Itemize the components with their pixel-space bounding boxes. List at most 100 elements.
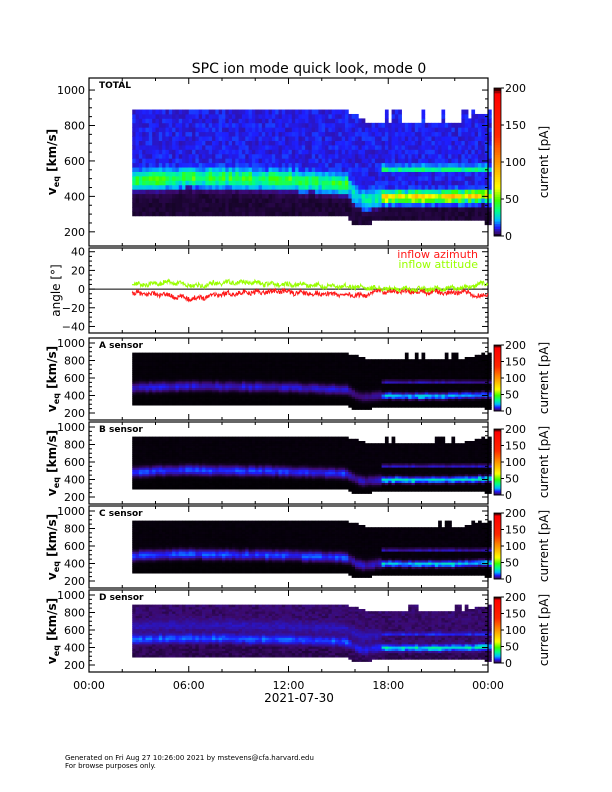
heatmap-cell [484,215,489,221]
heatmap-cell [328,383,333,386]
heatmap-cell [444,398,449,402]
heatmap-cell [374,162,379,168]
heatmap-cell [281,402,286,406]
heatmap-cell [142,189,146,195]
heatmap-cell [371,385,376,389]
heatmap-cell [238,356,243,360]
heatmap-cell [202,189,206,195]
heatmap-cell [222,207,226,212]
heatmap-cell [245,122,249,128]
heatmap-cell [378,400,382,404]
heatmap-cell [295,202,299,208]
heatmap-cell [351,144,356,150]
heatmap-cell [421,215,426,221]
heatmap-cell [158,354,163,358]
heatmap-cell [315,162,319,168]
heatmap-cell [378,144,382,150]
heatmap-cell [222,167,226,172]
heatmap-cell [351,387,356,391]
heatmap-cell [364,402,369,406]
heatmap-cell [351,376,356,380]
heatmap-cell [135,122,140,128]
heatmap-cell [401,376,406,380]
heatmap-cell [145,387,150,391]
heatmap-cell [478,180,482,186]
heatmap-cell [135,184,140,190]
heatmap-cell [248,376,253,380]
heatmap-cell [288,372,293,375]
heatmap-cell [335,127,339,133]
heatmap-cell [341,398,346,402]
heatmap-cell [182,140,186,146]
heatmap-cell [288,394,293,397]
heatmap-cell [338,363,343,367]
heatmap-cell [202,113,206,119]
heatmap-cell [368,136,373,141]
heatmap-cell [291,394,296,397]
heatmap-cell [361,394,366,397]
heatmap-cell [165,363,170,367]
heatmap-cell [155,365,160,369]
heatmap-cell [261,202,266,208]
heatmap-cell [172,158,176,164]
heatmap-cell [278,372,283,375]
heatmap-cell [261,131,266,137]
heatmap-cell [345,118,349,124]
heatmap-cell [341,400,346,404]
heatmap-cell [192,153,196,159]
heatmap-cell [241,158,246,164]
heatmap-cell [358,367,363,371]
heatmap-cell [168,180,173,186]
heatmap-cell [142,118,146,124]
heatmap-cell [315,136,319,141]
heatmap-cell [142,109,146,115]
heatmap-cell [248,370,253,373]
heatmap-cell [431,372,436,375]
heatmap-cell [438,370,442,373]
heatmap-cell [448,131,452,137]
heatmap-cell [192,180,196,186]
heatmap-cell [271,144,276,150]
heatmap-cell [165,162,170,168]
heatmap-cell [235,374,240,378]
heatmap-cell [255,140,259,146]
heatmap-cell [215,398,220,402]
heatmap-cell [288,392,293,395]
heatmap-cell [238,211,243,217]
heatmap-cell [394,176,399,181]
heatmap-cell [438,122,442,128]
heatmap-cell [222,198,226,203]
heatmap-cell [215,385,220,389]
heatmap-cell [138,374,143,378]
heatmap-cell [228,381,233,384]
heatmap-cell [321,381,326,384]
heatmap-cell [421,356,426,360]
heatmap-cell [228,398,233,402]
heatmap-cell [248,402,253,406]
heatmap-cell [158,361,163,364]
heatmap-cell [251,118,256,124]
heatmap-cell [424,189,429,195]
heatmap-cell [285,400,289,404]
heatmap-cell [325,396,329,399]
heatmap-cell [355,202,359,208]
heatmap-cell [428,211,432,217]
colorbar-segment [494,181,501,185]
heatmap-cell [172,387,176,391]
heatmap-cell [138,149,143,155]
heatmap-cell [348,367,353,371]
heatmap-cell [398,149,402,155]
heatmap-cell [162,402,166,406]
heatmap-cell [301,400,306,404]
heatmap-cell [145,378,150,382]
heatmap-cell [185,211,190,217]
heatmap-cell [255,211,259,217]
heatmap-cell [228,359,233,362]
heatmap-cell [295,180,299,186]
heatmap-cell [132,198,136,203]
heatmap-cell [325,381,329,384]
heatmap-cell [384,396,389,399]
heatmap-cell [444,359,449,362]
heatmap-cell [374,385,379,389]
heatmap-cell [384,122,389,128]
